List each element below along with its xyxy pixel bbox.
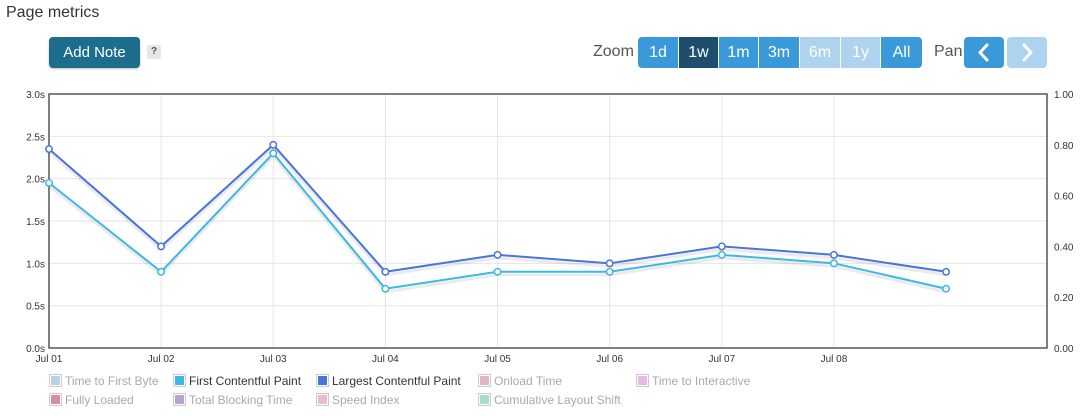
data-point-largest-contentful-paint bbox=[605, 259, 614, 268]
add-note-button[interactable]: Add Note bbox=[49, 37, 140, 68]
legend-swatch bbox=[317, 375, 328, 386]
data-point-largest-contentful-paint bbox=[381, 267, 390, 276]
data-point-largest-contentful-paint bbox=[942, 267, 951, 276]
legend-label: Cumulative Layout Shift bbox=[494, 393, 621, 407]
zoom-button-group: 1d 1w 1m 3m 6m 1y All bbox=[638, 37, 922, 68]
plot-area-border bbox=[48, 93, 1048, 349]
legend-label: Time to First Byte bbox=[65, 374, 159, 388]
y-right-tick-label: 0.00 bbox=[1054, 344, 1074, 355]
zoom-1y-button[interactable]: 1y bbox=[841, 37, 880, 68]
legend-swatch bbox=[174, 394, 185, 405]
x-tick-label: Jul 08 bbox=[821, 354, 848, 365]
zoom-label: Zoom bbox=[593, 43, 634, 60]
legend-swatch bbox=[50, 375, 61, 386]
zoom-all-button[interactable]: All bbox=[881, 37, 922, 68]
x-tick-label: Jul 01 bbox=[36, 354, 63, 365]
data-point-largest-contentful-paint bbox=[717, 242, 726, 251]
legend-label: First Contentful Paint bbox=[189, 374, 302, 388]
legend-swatch bbox=[637, 375, 648, 386]
pan-right-button[interactable] bbox=[1007, 37, 1047, 68]
y-left-tick-label: 2.5s bbox=[26, 132, 45, 143]
legend-item-first-contentful-paint[interactable]: First Contentful Paint bbox=[174, 374, 301, 388]
chevron-right-icon bbox=[1022, 43, 1033, 62]
legend-item-total-blocking-time[interactable]: Total Blocking Time bbox=[174, 393, 292, 407]
x-tick-label: Jul 06 bbox=[596, 354, 623, 365]
x-tick-label: Jul 07 bbox=[708, 354, 735, 365]
pan-left-button[interactable] bbox=[964, 37, 1004, 68]
help-icon[interactable]: ? bbox=[147, 45, 161, 59]
x-tick-label: Jul 03 bbox=[260, 354, 287, 365]
legend-item-largest-contentful-paint[interactable]: Largest Contentful Paint bbox=[317, 374, 461, 388]
page-metrics-chart[interactable]: 0.0s 0.5s 1.0s 1.5s 2.0s 2.5s 3.0s 0.00 0.20 0.40… bbox=[0, 80, 1090, 370]
legend-item-cumulative-layout-shift[interactable]: Cumulative Layout Shift bbox=[479, 393, 621, 407]
legend-swatch bbox=[174, 375, 185, 386]
y-left-tick-label: 1.0s bbox=[26, 259, 45, 270]
pan-label: Pan bbox=[934, 43, 963, 60]
data-point-largest-contentful-paint bbox=[829, 250, 838, 259]
y-left-tick-label: 3.0s bbox=[26, 90, 45, 101]
y-left-tick-label: 1.5s bbox=[26, 217, 45, 228]
y-right-tick-label: 0.80 bbox=[1054, 141, 1074, 152]
y-left-tick-label: 0.0s bbox=[26, 344, 45, 355]
y-right-tick-label: 0.40 bbox=[1054, 242, 1074, 253]
zoom-1m-button[interactable]: 1m bbox=[719, 37, 758, 68]
zoom-6m-button[interactable]: 6m bbox=[800, 37, 840, 68]
data-point-first-contentful-paint bbox=[942, 284, 951, 293]
legend-item-fully-loaded[interactable]: Fully Loaded bbox=[50, 393, 134, 407]
legend-label: Fully Loaded bbox=[65, 393, 134, 407]
legend-item-time-to-interactive[interactable]: Time to Interactive bbox=[637, 374, 750, 388]
legend-label: Speed Index bbox=[332, 393, 400, 407]
data-point-largest-contentful-paint bbox=[493, 250, 502, 259]
legend-item-time-to-first-byte[interactable]: Time to First Byte bbox=[50, 374, 159, 388]
zoom-3m-button[interactable]: 3m bbox=[759, 37, 799, 68]
data-point-first-contentful-paint bbox=[829, 259, 838, 268]
data-point-first-contentful-paint bbox=[45, 178, 53, 187]
x-tick-label: Jul 05 bbox=[484, 354, 511, 365]
y-left-tick-label: 0.5s bbox=[26, 302, 45, 313]
data-point-first-contentful-paint bbox=[157, 267, 166, 276]
y-left-tick-label: 2.0s bbox=[26, 175, 45, 186]
legend-swatch bbox=[50, 394, 61, 405]
legend-swatch bbox=[317, 394, 328, 405]
page-title: Page metrics bbox=[6, 4, 100, 21]
y-right-tick-label: 1.00 bbox=[1054, 90, 1074, 101]
legend-item-speed-index[interactable]: Speed Index bbox=[317, 393, 399, 407]
legend-label: Total Blocking Time bbox=[189, 393, 293, 407]
data-point-largest-contentful-paint bbox=[157, 242, 166, 251]
y-right-tick-label: 0.60 bbox=[1054, 192, 1074, 203]
data-point-first-contentful-paint bbox=[605, 267, 614, 276]
zoom-1w-button[interactable]: 1w bbox=[679, 37, 718, 68]
legend-label: Time to Interactive bbox=[652, 374, 751, 388]
zoom-1d-button[interactable]: 1d bbox=[638, 37, 678, 68]
legend-item-onload-time[interactable]: Onload Time bbox=[479, 374, 562, 388]
legend-swatch bbox=[479, 375, 490, 386]
legend-label: Onload Time bbox=[494, 374, 563, 388]
legend-swatch bbox=[479, 394, 490, 405]
chevron-left-icon bbox=[978, 43, 989, 62]
x-tick-label: Jul 02 bbox=[148, 354, 175, 365]
data-point-first-contentful-paint bbox=[717, 250, 726, 259]
data-point-first-contentful-paint bbox=[381, 284, 390, 293]
legend-label: Largest Contentful Paint bbox=[332, 374, 461, 388]
x-tick-label: Jul 04 bbox=[372, 354, 399, 365]
data-point-first-contentful-paint bbox=[269, 149, 278, 158]
data-point-largest-contentful-paint bbox=[269, 140, 278, 149]
y-right-tick-label: 0.20 bbox=[1054, 293, 1074, 304]
data-point-largest-contentful-paint bbox=[45, 145, 53, 153]
data-point-first-contentful-paint bbox=[493, 267, 502, 276]
